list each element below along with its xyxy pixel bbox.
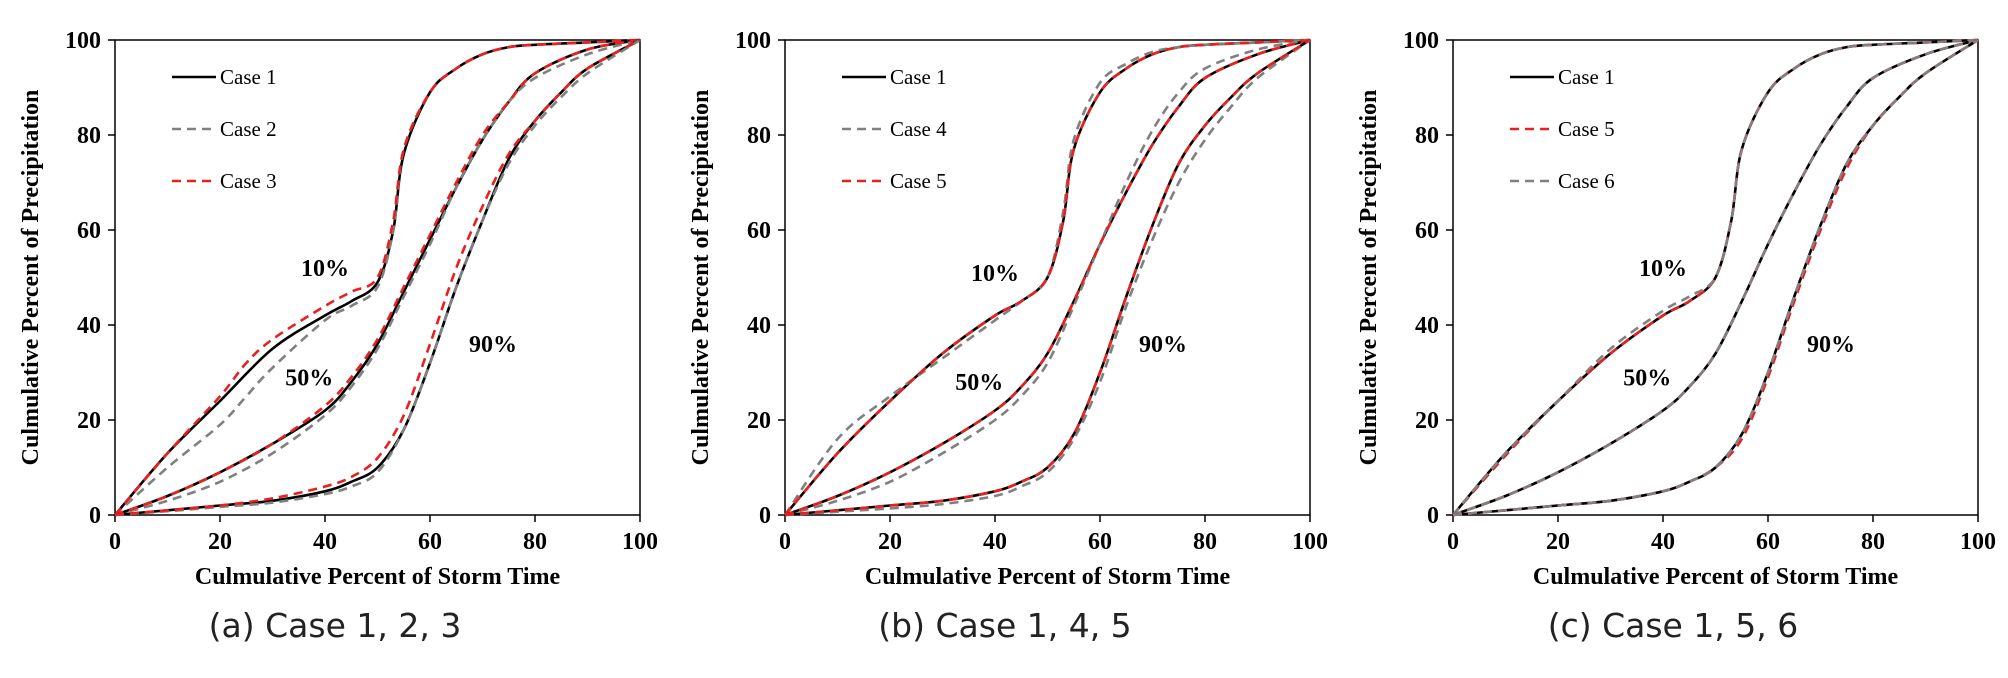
series-line	[784, 38, 1311, 517]
plot-frame	[784, 39, 1311, 516]
x-tick-label: 80	[523, 529, 547, 555]
x-tick-label: 40	[983, 529, 1007, 555]
series-line	[114, 38, 641, 517]
y-tick-label: 40	[1415, 313, 1439, 339]
y-tick-label: 80	[1415, 123, 1439, 149]
series-line	[114, 38, 641, 516]
x-tick-label: 0	[109, 529, 121, 555]
x-tick-label: 40	[1651, 529, 1675, 555]
y-axis-label: Culmulative Percent of Precipitation	[18, 90, 44, 466]
annotation-label: 90%	[469, 332, 517, 358]
y-tick-label: 60	[77, 218, 101, 244]
y-tick-label: 60	[1415, 218, 1439, 244]
y-tick-label: 40	[747, 313, 771, 339]
x-tick-label: 60	[418, 529, 442, 555]
annotation-label: 90%	[1807, 332, 1855, 358]
legend-label: Case 1	[1558, 65, 1615, 89]
series-line	[114, 38, 641, 516]
annotation-label: 90%	[1139, 332, 1187, 358]
y-tick-label: 20	[77, 408, 101, 434]
series-line	[114, 38, 641, 517]
x-tick-label: 0	[779, 529, 791, 555]
x-tick-label: 80	[1193, 529, 1217, 555]
annotation-label: 50%	[285, 365, 333, 391]
annotation-label: 10%	[971, 261, 1019, 287]
x-axis-label: Culmulative Percent of Storm Time	[195, 564, 561, 590]
y-tick-label: 80	[747, 123, 771, 149]
series-line	[784, 38, 1311, 517]
x-tick-label: 80	[1861, 529, 1885, 555]
series-line	[114, 38, 641, 516]
legend-label: Case 2	[220, 117, 277, 141]
annotation-label: 50%	[1623, 365, 1671, 391]
x-tick-label: 40	[313, 529, 337, 555]
caption-b: (b) Case 1, 4, 5	[878, 606, 1132, 645]
series-line	[784, 38, 1311, 517]
x-axis-label: Culmulative Percent of Storm Time	[865, 564, 1231, 590]
legend-label: Case 1	[890, 65, 947, 89]
y-tick-label: 0	[1427, 503, 1439, 529]
x-tick-label: 0	[1447, 529, 1459, 555]
y-tick-label: 20	[747, 408, 771, 434]
x-tick-label: 60	[1756, 529, 1780, 555]
series-line	[114, 38, 641, 517]
x-tick-label: 60	[1088, 529, 1112, 555]
panel-a: 0 20 40 60 80 100 0 20 40 60 80 100 Culmulative Perc…	[0, 0, 670, 678]
y-tick-label: 100	[735, 28, 771, 54]
chart-b: 0 20 40 60 80 100 0 20 40 60 80 100 Culmulative Perc…	[688, 28, 1328, 590]
legend-label: Case 4	[890, 117, 947, 141]
y-tick-label: 0	[89, 503, 101, 529]
chart-a: 0 20 40 60 80 100 0 20 40 60 80 100 Culmulative Perc…	[18, 28, 658, 590]
y-axis-label: Culmulative Percent of Precipitation	[1356, 90, 1382, 466]
chart-c: 0 20 40 60 80 100 0 20 40 60 80 100 Culmulative Perc…	[1356, 28, 1996, 590]
series-line	[114, 38, 641, 517]
y-tick-label: 100	[65, 28, 101, 54]
legend-label: Case 6	[1558, 169, 1615, 193]
x-tick-label: 100	[1960, 529, 1996, 555]
series-line	[1452, 38, 1979, 517]
x-tick-label: 100	[622, 529, 658, 555]
x-tick-label: 20	[878, 529, 902, 555]
plot-frame	[1452, 39, 1979, 516]
series-line	[114, 38, 641, 517]
plot-frame	[114, 39, 641, 516]
annotation-label: 10%	[301, 256, 349, 282]
panel-c: 0 20 40 60 80 100 0 20 40 60 80 100 Culmulative Perc…	[1338, 0, 2008, 678]
annotation-label: 50%	[955, 370, 1003, 396]
x-axis-label: Culmulative Percent of Storm Time	[1533, 564, 1899, 590]
caption-a: (a) Case 1, 2, 3	[208, 606, 462, 645]
x-tick-label: 20	[208, 529, 232, 555]
y-axis-label: Culmulative Percent of Precipitation	[688, 90, 714, 466]
y-tick-label: 20	[1415, 408, 1439, 434]
y-tick-label: 0	[759, 503, 771, 529]
x-tick-label: 100	[1292, 529, 1328, 555]
series-line	[1452, 38, 1979, 517]
series-line	[1452, 38, 1979, 516]
annotation-label: 10%	[1639, 256, 1687, 282]
y-tick-label: 40	[77, 313, 101, 339]
y-tick-label: 60	[747, 218, 771, 244]
y-tick-label: 100	[1403, 28, 1439, 54]
legend-label: Case 1	[220, 65, 277, 89]
legend-label: Case 3	[220, 169, 277, 193]
series-line	[1452, 38, 1979, 516]
series-line	[784, 38, 1311, 516]
panel-b: 0 20 40 60 80 100 0 20 40 60 80 100 Culmulative Perc…	[670, 0, 1340, 678]
series-line	[784, 38, 1311, 516]
series-line	[114, 38, 641, 517]
legend-label: Case 5	[890, 169, 947, 193]
x-tick-label: 20	[1546, 529, 1570, 555]
series-line	[784, 38, 1311, 517]
caption-c: (c) Case 1, 5, 6	[1547, 606, 1799, 645]
legend-label: Case 5	[1558, 117, 1615, 141]
y-tick-label: 80	[77, 123, 101, 149]
